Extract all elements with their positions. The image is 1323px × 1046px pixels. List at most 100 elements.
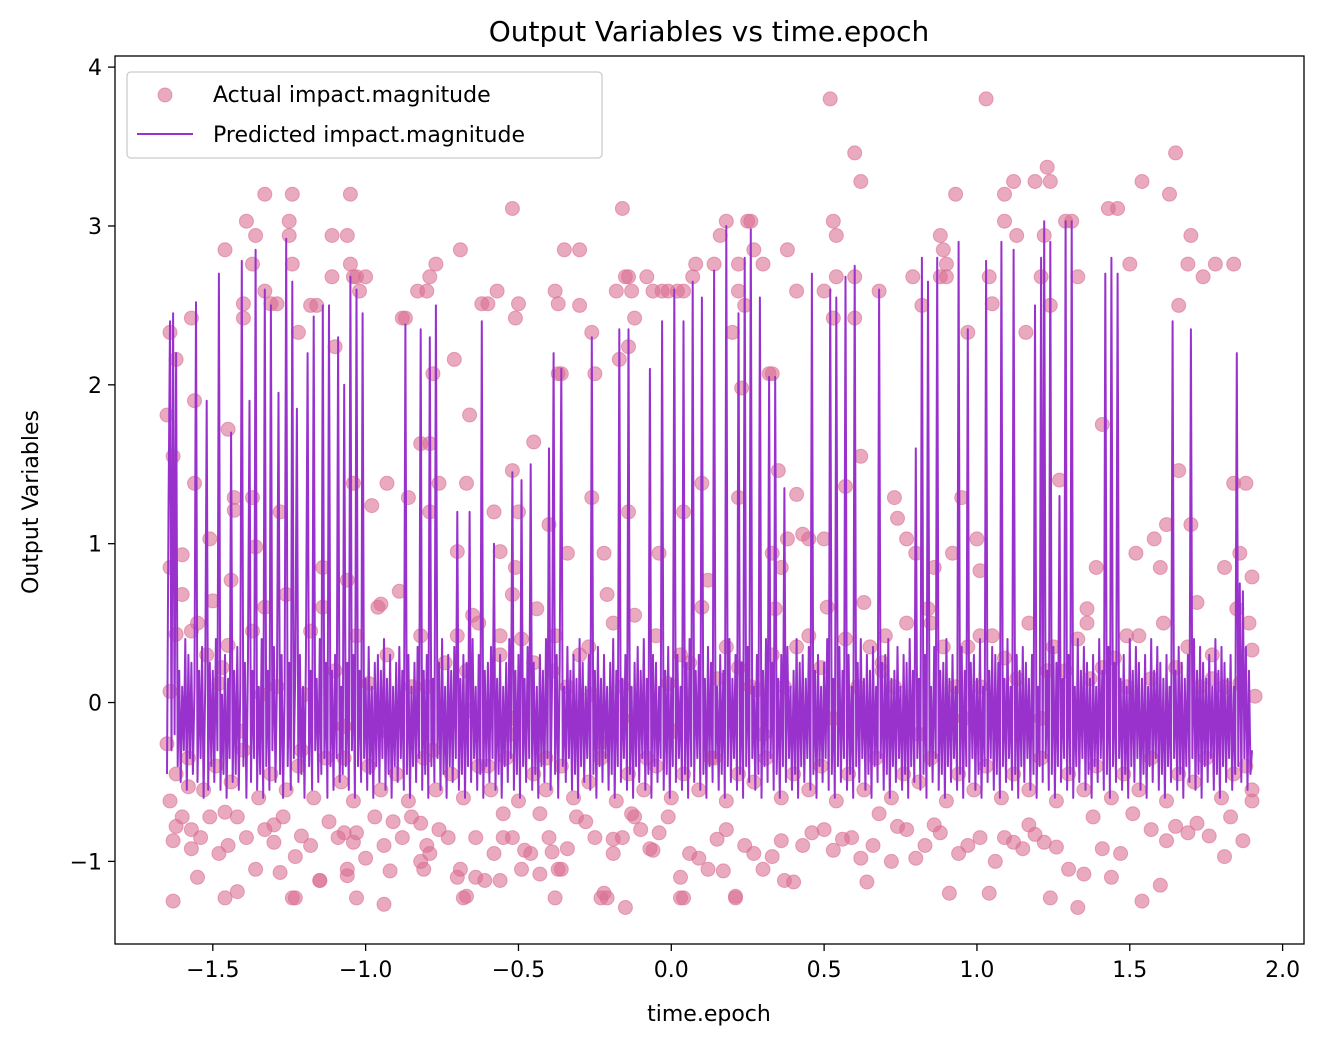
actual-point	[1113, 846, 1129, 861]
actual-point	[1085, 809, 1101, 825]
actual-point	[608, 793, 624, 809]
actual-point	[862, 639, 878, 655]
actual-point	[511, 793, 526, 809]
actual-point	[627, 310, 643, 326]
actual-point	[608, 283, 624, 299]
actual-point	[746, 242, 762, 258]
actual-point	[327, 339, 343, 355]
actual-point	[489, 283, 505, 299]
actual-point	[275, 809, 291, 825]
actual-point	[978, 91, 994, 107]
actual-point	[431, 475, 447, 491]
actual-point	[425, 366, 441, 382]
actual-point	[706, 256, 722, 272]
actual-point	[786, 874, 802, 890]
actual-point	[764, 545, 780, 561]
actual-point	[1226, 256, 1242, 272]
actual-point	[917, 838, 933, 853]
actual-point	[1021, 817, 1037, 833]
actual-point	[468, 830, 484, 846]
actual-point	[339, 228, 355, 243]
actual-point	[825, 310, 841, 326]
actual-point	[459, 888, 474, 904]
actual-point	[165, 893, 181, 909]
actual-point	[1159, 793, 1174, 809]
actual-point	[838, 631, 853, 647]
actual-point	[248, 861, 264, 877]
actual-point	[446, 351, 462, 367]
actual-point	[865, 838, 881, 853]
actual-point	[437, 655, 453, 671]
actual-point	[981, 269, 997, 285]
actual-point	[1094, 417, 1110, 432]
y-axis-label: Output Variables	[19, 410, 44, 594]
actual-point	[773, 833, 789, 849]
actual-point	[1195, 269, 1211, 285]
actual-point	[385, 814, 401, 830]
actual-point	[235, 310, 251, 326]
actual-point	[804, 825, 820, 841]
actual-point	[428, 256, 444, 272]
actual-point	[1217, 849, 1232, 865]
actual-point	[883, 853, 899, 869]
actual-point	[364, 498, 380, 514]
actual-point	[682, 846, 698, 861]
actual-point	[1048, 793, 1064, 809]
actual-point	[345, 793, 361, 809]
actual-point	[1232, 545, 1248, 561]
actual-point	[871, 806, 887, 822]
legend-marker-actual	[157, 87, 173, 103]
actual-point	[1180, 825, 1196, 841]
actual-point	[691, 782, 707, 798]
actual-point	[1244, 793, 1260, 809]
actual-point	[822, 91, 838, 107]
actual-point	[1079, 601, 1095, 617]
actual-point	[1039, 159, 1055, 175]
actual-point	[217, 242, 233, 258]
predicted-line	[166, 220, 1253, 799]
actual-point	[614, 201, 630, 216]
actual-point	[825, 213, 841, 229]
actual-point	[526, 434, 542, 450]
actual-point	[624, 283, 640, 299]
actual-point	[1006, 174, 1022, 189]
actual-point	[281, 228, 297, 243]
actual-point	[1244, 569, 1260, 585]
actual-point	[764, 849, 780, 865]
actual-point	[1207, 256, 1223, 272]
actual-point	[1122, 256, 1138, 272]
actual-point	[1180, 256, 1196, 272]
actual-point	[226, 502, 242, 518]
actual-point	[847, 145, 863, 161]
actual-point	[856, 595, 872, 610]
actual-point	[290, 324, 306, 340]
actual-point	[1110, 201, 1126, 216]
predicted-line-layer	[166, 220, 1253, 799]
y-tick-label: −1	[70, 850, 102, 875]
actual-point	[1226, 766, 1242, 782]
actual-point	[477, 873, 493, 888]
actual-point	[997, 213, 1012, 229]
x-tick-label: 1.0	[959, 958, 994, 983]
actual-point	[321, 814, 337, 830]
actual-point	[770, 463, 786, 479]
actual-point	[394, 830, 410, 846]
actual-point	[455, 790, 471, 806]
actual-point	[1103, 790, 1119, 806]
actual-point	[731, 256, 746, 272]
actual-point	[779, 531, 795, 547]
actual-point	[550, 861, 566, 877]
actual-point	[908, 850, 924, 866]
actual-point	[226, 490, 242, 506]
actual-point	[1134, 893, 1150, 909]
actual-point	[165, 833, 181, 849]
actual-point	[642, 841, 658, 857]
actual-point	[1021, 782, 1037, 798]
actual-point	[257, 186, 273, 202]
actual-point	[1238, 475, 1254, 491]
actual-point	[835, 831, 850, 847]
actual-point	[559, 841, 575, 857]
actual-point	[544, 844, 560, 860]
actual-point	[400, 793, 416, 809]
actual-point	[709, 831, 725, 847]
